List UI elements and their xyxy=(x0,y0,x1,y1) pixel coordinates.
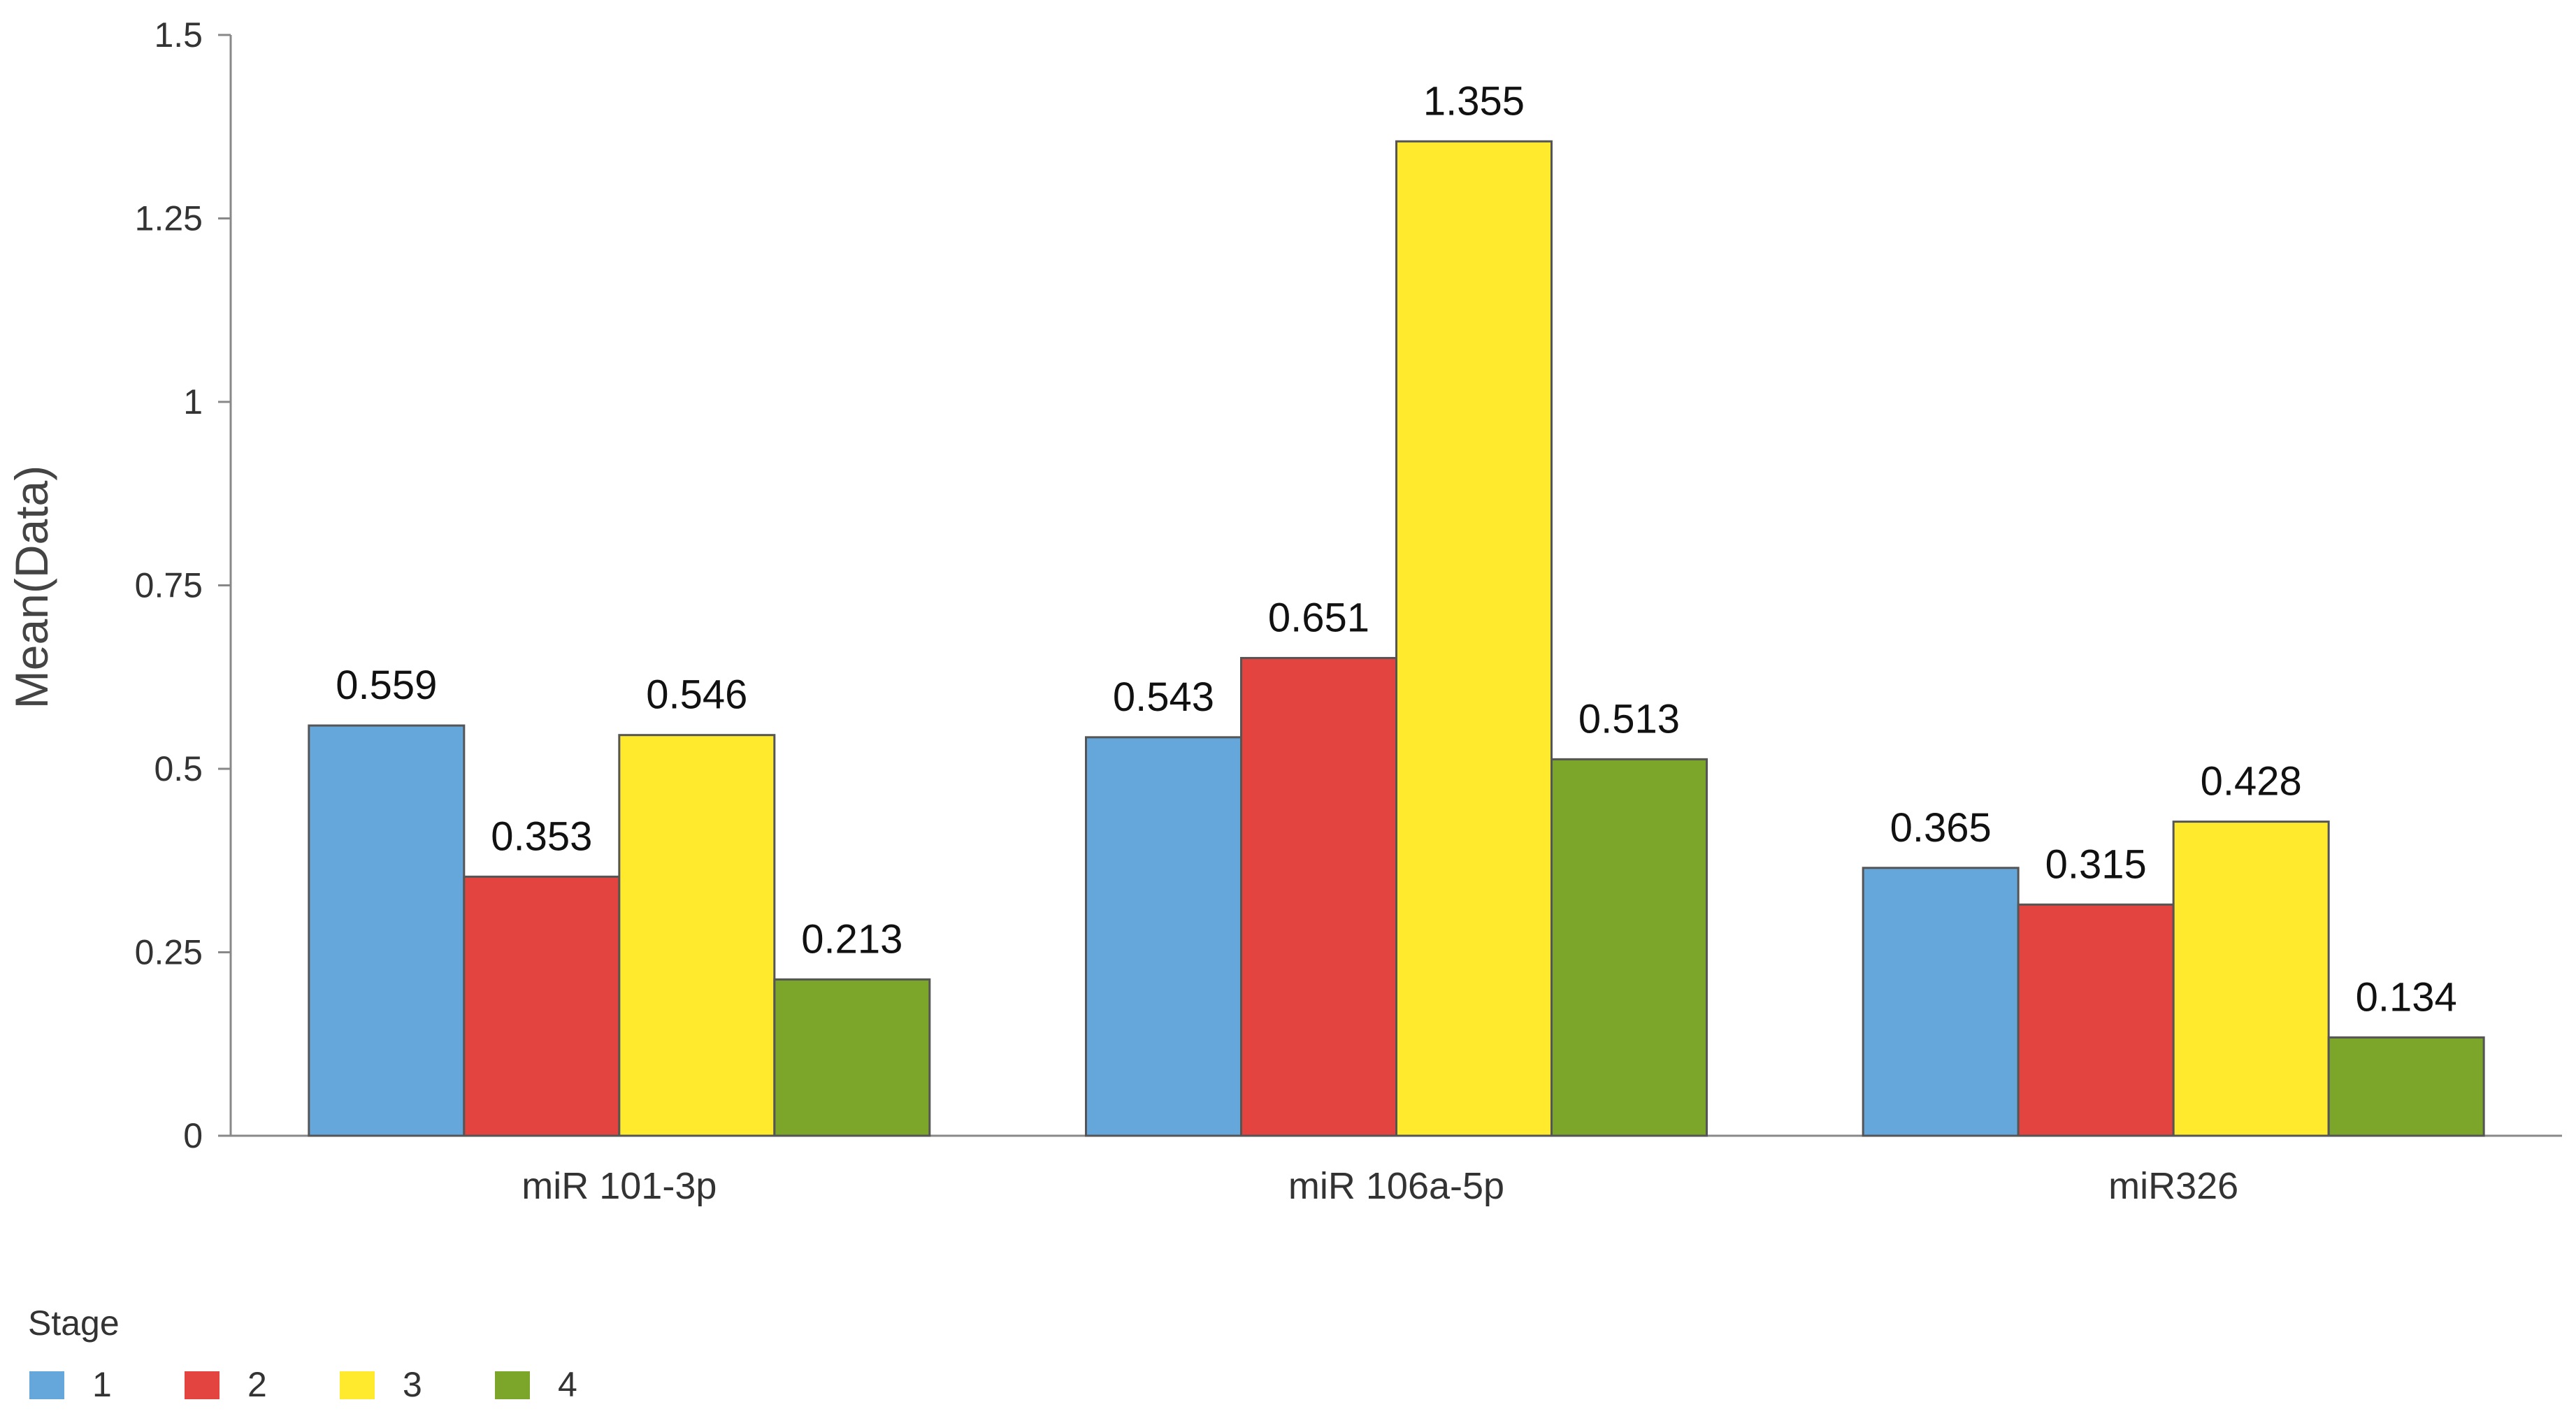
legend-swatch xyxy=(340,1371,375,1399)
legend-label: 1 xyxy=(92,1365,112,1404)
data-label: 0.559 xyxy=(336,663,437,708)
data-labels: 0.559 0.353 0.546 0.213 0.543 0.651 1.355 0.513… xyxy=(336,78,2456,1020)
data-label: 0.513 xyxy=(1578,696,1680,742)
x-tick-label: miR 101-3p xyxy=(521,1165,717,1207)
data-label: 0.546 xyxy=(646,672,747,718)
bar xyxy=(463,875,621,1137)
y-tick-label: 0.75 xyxy=(135,566,203,605)
y-tick-label: 1.5 xyxy=(154,15,203,55)
x-tick-label: miR 106a-5p xyxy=(1288,1165,1504,1207)
bar xyxy=(2327,1036,2485,1137)
legend-label: 2 xyxy=(247,1365,267,1404)
bar xyxy=(773,978,931,1137)
data-label: 0.353 xyxy=(491,814,592,859)
bar xyxy=(618,734,776,1137)
data-label: 0.651 xyxy=(1268,595,1369,640)
legend-label: 3 xyxy=(403,1365,422,1404)
bar xyxy=(1550,758,1708,1137)
y-tick-label: 1.25 xyxy=(135,199,203,238)
legend: Stage 1 2 3 4 xyxy=(28,1303,577,1404)
y-axis-label: Mean(Data) xyxy=(6,465,57,709)
bar xyxy=(1240,656,1397,1137)
data-label: 0.365 xyxy=(1890,805,1992,851)
data-label: 0.315 xyxy=(2045,841,2147,887)
legend-label: 4 xyxy=(558,1365,577,1404)
bar xyxy=(1862,867,2020,1137)
data-label: 0.134 xyxy=(2356,974,2457,1020)
y-tick-label: 0.25 xyxy=(135,933,203,972)
legend-swatch xyxy=(495,1371,530,1399)
legend-title: Stage xyxy=(28,1303,120,1343)
data-label: 0.543 xyxy=(1113,674,1214,720)
data-label: 1.355 xyxy=(1423,78,1525,124)
y-axis: 0 0.25 0.5 0.75 1 1.25 1.5 xyxy=(135,15,232,1155)
legend-swatch xyxy=(29,1371,64,1399)
y-tick-label: 1 xyxy=(183,382,203,421)
y-tick-label: 0.5 xyxy=(154,749,203,788)
x-axis: miR 101-3p miR 106a-5p miR326 xyxy=(231,1134,2562,1207)
bars xyxy=(308,140,2485,1137)
legend-swatch xyxy=(185,1371,220,1399)
bar xyxy=(2017,903,2175,1137)
data-label: 0.428 xyxy=(2201,759,2302,804)
data-label: 0.213 xyxy=(801,916,902,962)
bar xyxy=(308,724,466,1137)
bar xyxy=(2172,821,2330,1137)
bar xyxy=(1395,140,1553,1137)
y-tick-label: 0 xyxy=(183,1116,203,1155)
bar xyxy=(1085,736,1242,1137)
x-tick-label: miR326 xyxy=(2108,1165,2238,1207)
